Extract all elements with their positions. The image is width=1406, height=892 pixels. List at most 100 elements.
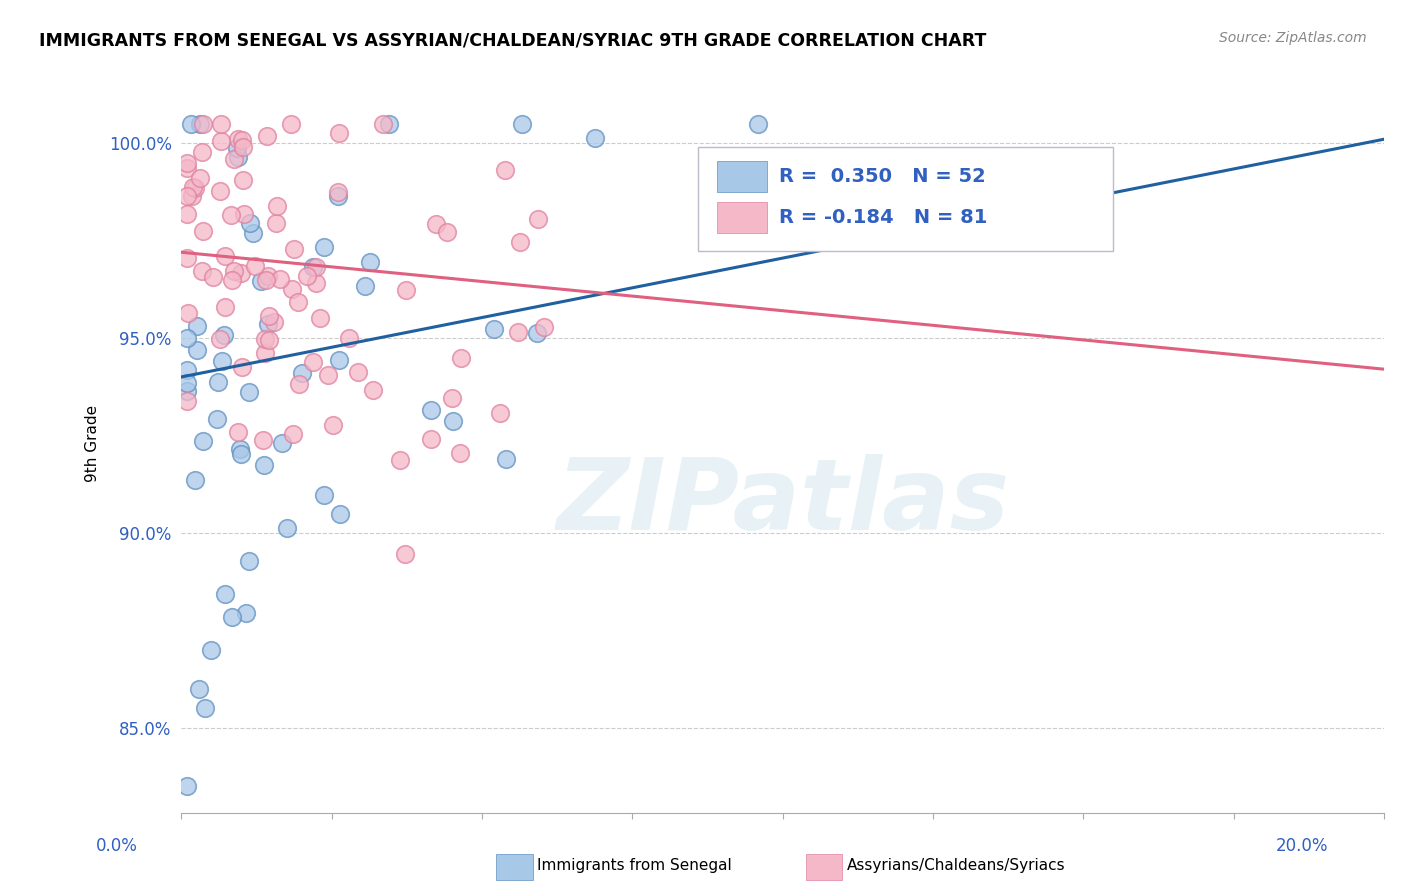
Point xyxy=(232,173,254,187)
Y-axis label: 9th Grade: 9th Grade xyxy=(86,405,100,482)
Point xyxy=(347,365,370,379)
Point xyxy=(420,432,443,446)
Point xyxy=(257,309,280,323)
Point xyxy=(180,189,202,203)
Point xyxy=(221,273,243,287)
Point xyxy=(202,269,225,284)
Point xyxy=(747,117,769,131)
Point xyxy=(188,117,211,131)
Point xyxy=(450,351,472,365)
Point xyxy=(449,446,471,460)
Text: ZIPatlas: ZIPatlas xyxy=(557,454,1010,551)
Point xyxy=(257,333,280,347)
Point xyxy=(281,283,304,297)
Point xyxy=(226,150,249,164)
Point xyxy=(254,273,277,287)
Point xyxy=(191,264,214,278)
Point xyxy=(231,266,253,280)
Point xyxy=(209,184,232,198)
Point xyxy=(176,393,198,408)
Point xyxy=(177,306,200,320)
Point xyxy=(371,117,394,131)
Point xyxy=(176,779,198,793)
Point xyxy=(337,331,360,345)
Point xyxy=(257,268,280,283)
Point xyxy=(176,207,198,221)
Point xyxy=(191,145,214,159)
Point xyxy=(359,255,381,269)
Point xyxy=(238,385,260,400)
Text: 0.0%: 0.0% xyxy=(96,837,138,855)
Point xyxy=(250,274,273,288)
Point xyxy=(314,240,336,254)
Point xyxy=(183,179,205,194)
Text: Immigrants from Senegal: Immigrants from Senegal xyxy=(537,858,733,872)
Point xyxy=(221,208,243,222)
Point xyxy=(583,131,606,145)
Point xyxy=(269,272,291,286)
Point xyxy=(239,216,262,230)
Point xyxy=(526,212,548,227)
Point xyxy=(309,310,332,325)
Point xyxy=(231,359,253,374)
Point xyxy=(420,402,443,417)
Point xyxy=(377,117,399,131)
Point xyxy=(276,520,298,534)
Point xyxy=(508,235,530,249)
Point xyxy=(394,547,416,561)
Point xyxy=(526,326,548,340)
Point xyxy=(229,447,252,461)
Point xyxy=(288,376,311,391)
Point xyxy=(389,453,412,467)
Point xyxy=(214,301,236,315)
Point xyxy=(440,391,463,405)
Point xyxy=(211,354,233,368)
Point xyxy=(256,128,278,143)
Point xyxy=(488,406,510,420)
Point xyxy=(353,278,375,293)
Text: R =  0.350   N = 52: R = 0.350 N = 52 xyxy=(779,167,986,186)
Point xyxy=(176,156,198,170)
FancyBboxPatch shape xyxy=(717,202,768,233)
Text: 20.0%: 20.0% xyxy=(1277,837,1329,855)
Point xyxy=(242,227,264,241)
Point xyxy=(226,425,249,439)
Point xyxy=(305,276,328,290)
Point xyxy=(231,133,253,147)
Point xyxy=(233,207,256,221)
Point xyxy=(253,458,276,473)
Point xyxy=(188,681,211,696)
Point xyxy=(232,140,254,154)
Point xyxy=(395,283,418,297)
Point xyxy=(207,375,229,389)
Point xyxy=(184,473,207,487)
Point xyxy=(254,346,277,360)
Point xyxy=(328,126,350,140)
Point xyxy=(186,343,208,357)
Point xyxy=(252,434,274,448)
Point xyxy=(186,319,208,334)
Point xyxy=(214,249,236,263)
Point xyxy=(193,117,215,131)
Point xyxy=(194,701,217,715)
Point xyxy=(176,384,198,399)
Point xyxy=(495,451,517,466)
Point xyxy=(328,352,350,367)
Point xyxy=(533,319,555,334)
Point xyxy=(209,134,232,148)
Point xyxy=(291,366,314,380)
Text: Source: ZipAtlas.com: Source: ZipAtlas.com xyxy=(1219,31,1367,45)
Point xyxy=(180,117,202,131)
Point xyxy=(176,188,198,202)
Point xyxy=(235,607,257,621)
Point xyxy=(191,434,214,448)
Point xyxy=(283,243,305,257)
Point xyxy=(316,368,339,382)
Text: Assyrians/Chaldeans/Syriacs: Assyrians/Chaldeans/Syriacs xyxy=(846,858,1064,872)
Text: IMMIGRANTS FROM SENEGAL VS ASSYRIAN/CHALDEAN/SYRIAC 9TH GRADE CORRELATION CHART: IMMIGRANTS FROM SENEGAL VS ASSYRIAN/CHAL… xyxy=(39,31,987,49)
Point xyxy=(222,264,245,278)
Point xyxy=(494,162,516,177)
Point xyxy=(436,225,458,239)
Point xyxy=(225,140,247,154)
Point xyxy=(283,426,305,441)
